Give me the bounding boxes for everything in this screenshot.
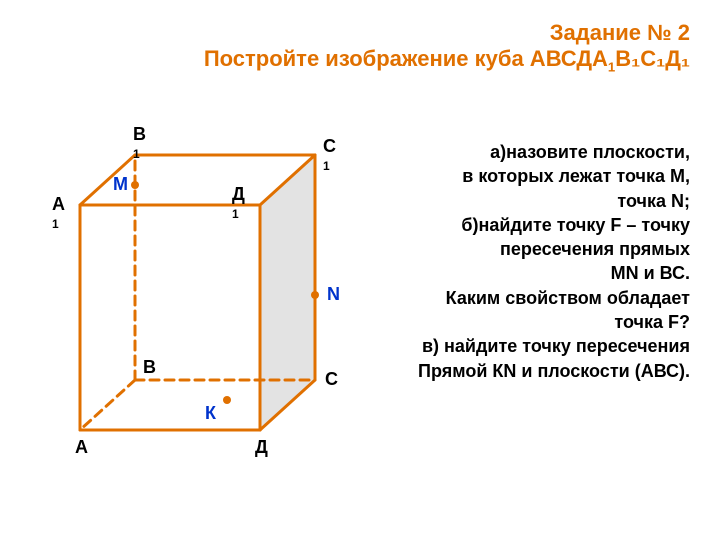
task-a-line1: а)назовите плоскости,	[370, 140, 690, 164]
vertex-a1-label: А1	[52, 195, 65, 231]
title-prefix: Постройте изображение куба АВСДА	[204, 46, 608, 71]
task-b-line1: б)найдите точку F – точку	[370, 213, 690, 237]
point-k-label: К	[205, 404, 216, 422]
task-b-line5: точка F?	[370, 310, 690, 334]
vertex-a-label: А	[75, 438, 88, 456]
vertex-d1-label: Д1	[232, 185, 245, 221]
task-title: Постройте изображение куба АВСДА1В₁С₁Д₁	[0, 46, 690, 74]
cube-figure: А Д С В А1 Д1 С1 В1 М N К	[40, 110, 360, 470]
cube-svg	[40, 110, 360, 470]
point-k-dot	[223, 396, 231, 404]
point-n-label: N	[327, 285, 340, 303]
vertex-d-label: Д	[255, 438, 268, 456]
task-text: а)назовите плоскости, в которых лежат то…	[370, 140, 690, 383]
task-c-line2: Прямой КN и плоскости (АВС).	[370, 359, 690, 383]
vertex-c-label: С	[325, 370, 338, 388]
point-m-label: М	[113, 175, 128, 193]
task-b-line2: пересечения прямых	[370, 237, 690, 261]
task-b-line3: МN и ВС.	[370, 261, 690, 285]
task-number: Задание № 2	[0, 20, 690, 46]
task-a-line3: точка N;	[370, 189, 690, 213]
task-b-line4: Каким свойством обладает	[370, 286, 690, 310]
point-m-dot	[131, 181, 139, 189]
vertex-b-label: В	[143, 358, 156, 376]
point-n-dot	[311, 291, 319, 299]
task-a-line2: в которых лежат точка М,	[370, 164, 690, 188]
vertex-c1-label: С1	[323, 137, 336, 173]
vertex-b1-label: В1	[133, 125, 146, 161]
title-suffix: В₁С₁Д₁	[615, 46, 690, 71]
task-c-line1: в) найдите точку пересечения	[370, 334, 690, 358]
